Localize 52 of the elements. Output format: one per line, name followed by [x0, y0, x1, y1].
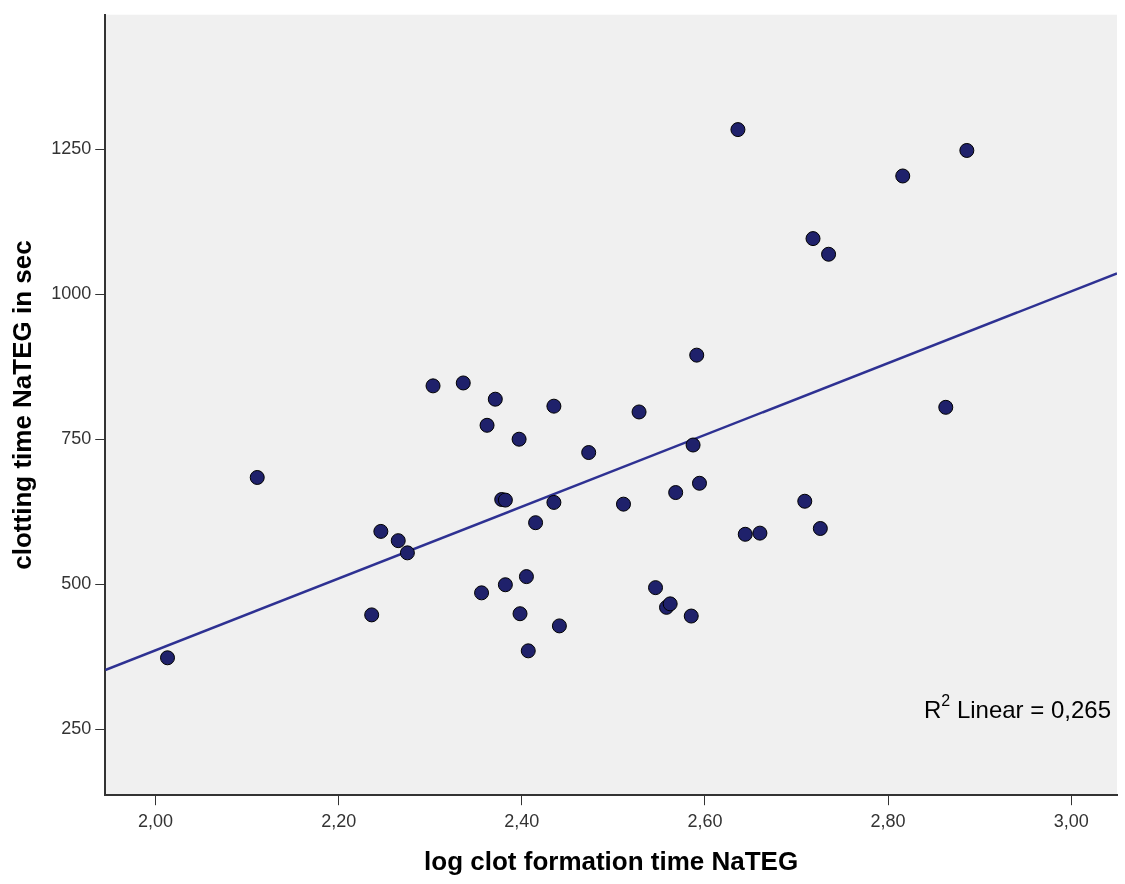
point: [249, 469, 265, 485]
point: [938, 399, 954, 415]
point: [160, 650, 176, 666]
point: [631, 404, 647, 420]
point: [959, 142, 975, 158]
x-tick-label: 2,20: [321, 810, 357, 831]
point: [479, 417, 495, 433]
point: [737, 526, 753, 542]
point: [648, 580, 664, 596]
point: [399, 545, 415, 561]
y-axis-title: clotting time NaTEG in sec: [6, 240, 37, 570]
point: [512, 606, 528, 622]
point: [797, 493, 813, 509]
point: [581, 445, 597, 461]
point: [752, 525, 768, 541]
point: [364, 607, 380, 623]
point: [497, 577, 513, 593]
x-tick-label: 3,00: [1053, 810, 1089, 831]
point: [685, 437, 701, 453]
y-tick-label: 750: [61, 428, 92, 449]
x-tick-label: 2,80: [870, 810, 906, 831]
point: [683, 608, 699, 624]
point: [455, 375, 471, 391]
point: [821, 246, 837, 262]
point: [425, 378, 441, 394]
y-tick-label: 1250: [51, 138, 92, 159]
point: [551, 618, 567, 634]
x-tick-label: 2,00: [138, 810, 174, 831]
point: [895, 168, 911, 184]
point: [730, 122, 746, 138]
point: [546, 494, 562, 510]
point: [528, 515, 544, 531]
y-tick-label: 1000: [51, 283, 92, 304]
point: [689, 347, 705, 363]
point: [390, 533, 406, 549]
point: [546, 398, 562, 414]
x-tick-label: 2,40: [504, 810, 540, 831]
point: [474, 585, 490, 601]
y-tick-label: 250: [61, 718, 92, 739]
point: [668, 485, 684, 501]
x-axis-title: log clot formation time NaTEG: [424, 845, 799, 876]
x-tick-label: 2,60: [687, 810, 723, 831]
point: [691, 475, 707, 491]
y-tick-label: 500: [61, 573, 92, 594]
point: [511, 431, 527, 447]
point: [487, 391, 503, 407]
point: [805, 231, 821, 247]
point: [373, 523, 389, 539]
point: [615, 496, 631, 512]
point: [812, 521, 828, 536]
point: [518, 569, 534, 585]
point: [520, 643, 536, 659]
